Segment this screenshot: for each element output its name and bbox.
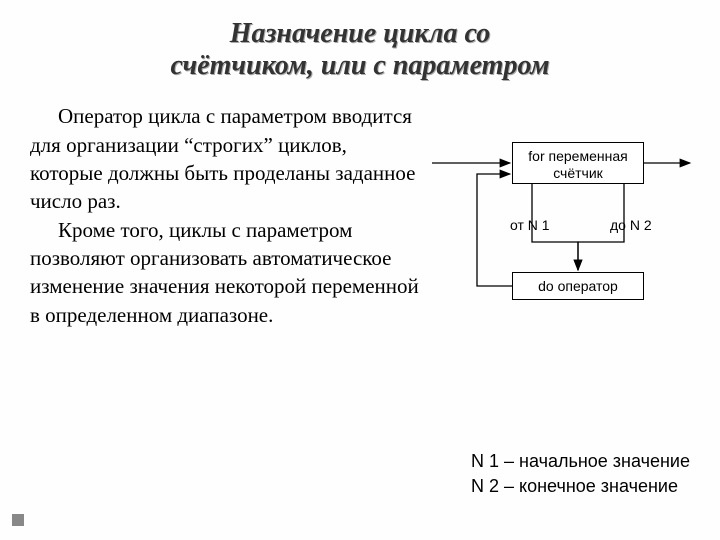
title-line2: счётчиком, или с параметром [170, 50, 549, 81]
arrow-feedback [477, 174, 512, 286]
flow-box-for: for переменная счётчик [512, 142, 644, 184]
title-line1: Назначение цикла со [230, 18, 491, 49]
legend-line1: N 1 – начальное значение [471, 449, 690, 473]
flowchart: for переменная счётчик от N 1 до N 2 do … [432, 102, 690, 329]
body-text: Оператор цикла с параметром вводится для… [30, 102, 422, 329]
flow-box-do: do оператор [512, 272, 644, 300]
content-row: Оператор цикла с параметром вводится для… [30, 102, 690, 329]
legend: N 1 – начальное значение N 2 – конечное … [471, 449, 690, 498]
label-from: от N 1 [510, 217, 550, 233]
box1-line1: for переменная [517, 148, 639, 165]
label-to: до N 2 [610, 217, 652, 233]
page-title: Назначение цикла со счётчиком, или с пар… [30, 18, 690, 82]
box1-line2: счётчик [517, 165, 639, 182]
paragraph-1: Оператор цикла с параметром вводится для… [30, 102, 422, 215]
legend-line2: N 2 – конечное значение [471, 474, 690, 498]
paragraph-2: Кроме того, циклы с параметром позволяют… [30, 216, 422, 329]
slide-bullet-icon [12, 514, 24, 526]
